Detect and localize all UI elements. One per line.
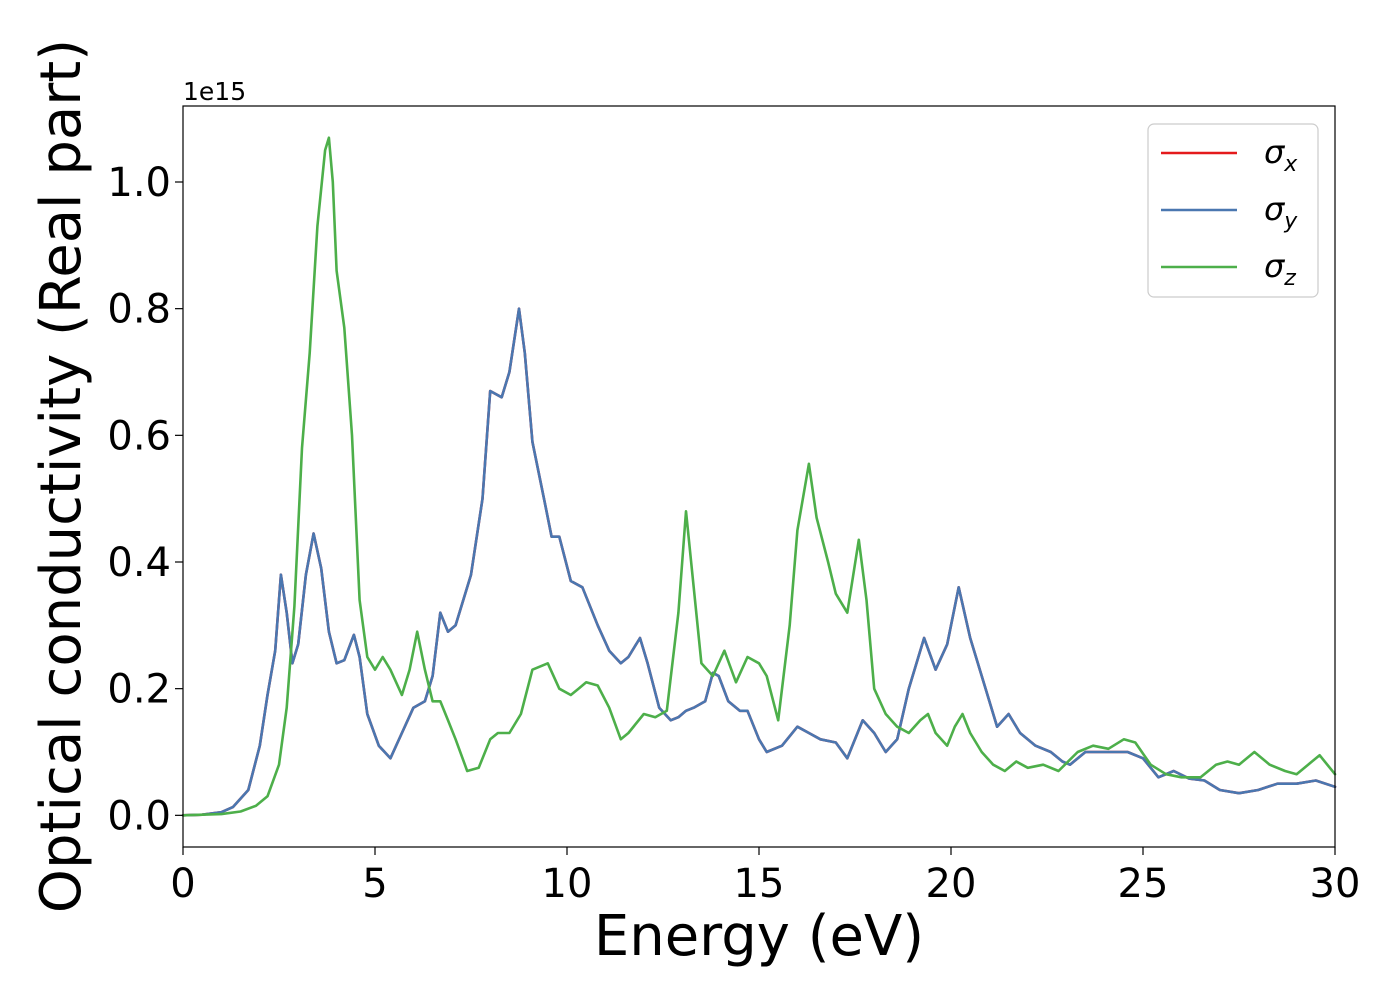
series-layer (181, 136, 1337, 817)
y-tick-label: 0.0 (107, 793, 171, 839)
y-tick-label: 1.0 (107, 160, 171, 206)
y-offset-label: 1e15 (183, 77, 246, 106)
x-tick-label: 20 (926, 861, 977, 907)
x-axis-title: Energy (eV) (594, 904, 924, 969)
y-tick-label: 0.2 (107, 667, 171, 713)
series-line-z (181, 136, 1337, 817)
y-tick-label: 0.4 (107, 540, 171, 586)
x-tick-label: 25 (1118, 861, 1169, 907)
ticks-layer: 0 5 10 15 20 25 30 0.0 0.2 0.4 0.6 0.8 1.0 (107, 160, 1360, 907)
x-tick-label: 30 (1310, 861, 1361, 907)
series-line-y (181, 307, 1337, 817)
plot-area (183, 106, 1335, 847)
x-tick-label: 5 (362, 861, 387, 907)
x-tick-label: 0 (170, 861, 195, 907)
y-axis-title: Optical conductivity (Real part) (29, 39, 94, 913)
y-tick-label: 0.6 (107, 413, 171, 459)
x-tick-label: 15 (734, 861, 785, 907)
y-tick-label: 0.8 (107, 287, 171, 333)
x-tick-label: 10 (542, 861, 593, 907)
